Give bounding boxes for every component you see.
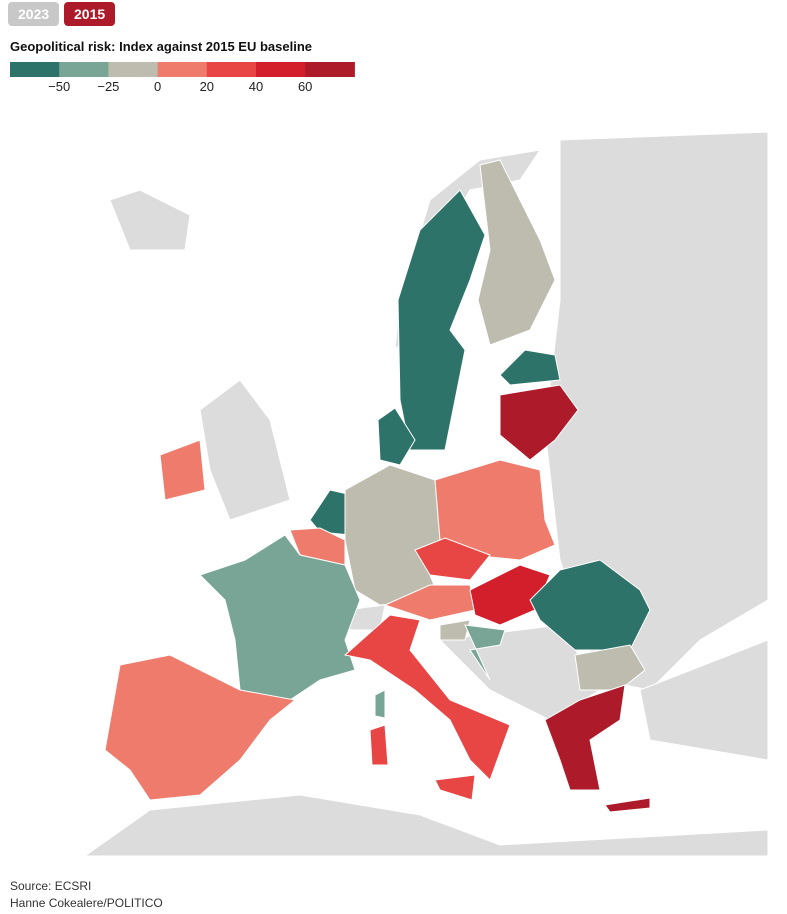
tab[interactable]: 2015: [64, 2, 116, 26]
legend-swatch: [256, 62, 306, 77]
source: Source: ECSRI: [10, 879, 92, 893]
legend-swatch: [108, 62, 159, 77]
legend-tick-label: −25: [97, 79, 119, 94]
legend-tick-label: 40: [249, 79, 263, 94]
legend-swatch: [206, 62, 257, 77]
non-eu-land: [83, 131, 769, 857]
chart-title: Geopolitical risk: Index against 2015 EU…: [10, 39, 313, 54]
legend-tick-label: 20: [200, 79, 214, 94]
legend-tick-label: 60: [298, 79, 312, 94]
tab[interactable]: 2023: [8, 2, 60, 26]
legend: −50 −25 0 20 40 60: [10, 62, 355, 94]
credit: Hanne Cokealere/POLITICO: [10, 896, 163, 910]
legend-tick-label: −50: [48, 79, 70, 94]
legend-swatch: [305, 62, 355, 77]
eu-countries: [104, 159, 651, 813]
legend-swatch: [157, 62, 208, 77]
legend-tick-label: 0: [154, 79, 161, 94]
legend-swatch: [10, 62, 60, 77]
legend-swatch: [59, 62, 109, 77]
map: [83, 131, 769, 857]
